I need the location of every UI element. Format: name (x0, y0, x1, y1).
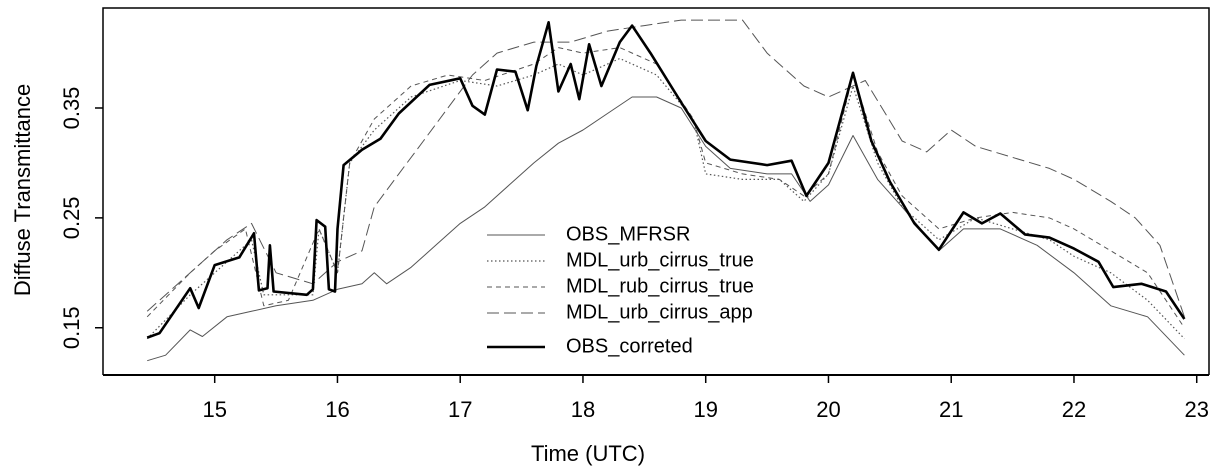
x-tick-label: 16 (325, 397, 349, 422)
legend: OBS_MFRSR MDL_urb_cirrus_true MDL_rub_cirr… (487, 223, 754, 357)
legend-label: MDL_rub_cirrus_true (566, 275, 754, 297)
x-tick-label: 22 (1062, 397, 1086, 422)
x-axis-label: Time (UTC) (531, 441, 645, 466)
y-tick-label: 0.15 (59, 306, 84, 349)
y-tick-label: 0.25 (59, 196, 84, 239)
y-tick-label: 0.35 (59, 87, 84, 130)
x-tick-label: 15 (202, 397, 226, 422)
x-tick-label: 21 (939, 397, 963, 422)
series-line (146, 57, 1185, 340)
x-tick-label: 19 (693, 397, 717, 422)
plot-frame (102, 7, 1210, 375)
y-axis-label: Diffuse Transmittance (10, 84, 35, 296)
legend-label: MDL_urb_cirrus_app (566, 301, 753, 323)
legend-label: OBS_correted (566, 335, 693, 357)
x-tick-label: 18 (571, 397, 595, 422)
series-line (146, 21, 1186, 339)
series-line (147, 96, 1185, 362)
series-line (146, 19, 1185, 317)
legend-label: MDL_urb_cirrus_true (566, 249, 754, 271)
x-tick-label: 17 (448, 397, 472, 422)
x-tick-label: 23 (1184, 397, 1208, 422)
x-tick-label: 20 (816, 397, 840, 422)
legend-label: OBS_MFRSR (566, 223, 690, 245)
